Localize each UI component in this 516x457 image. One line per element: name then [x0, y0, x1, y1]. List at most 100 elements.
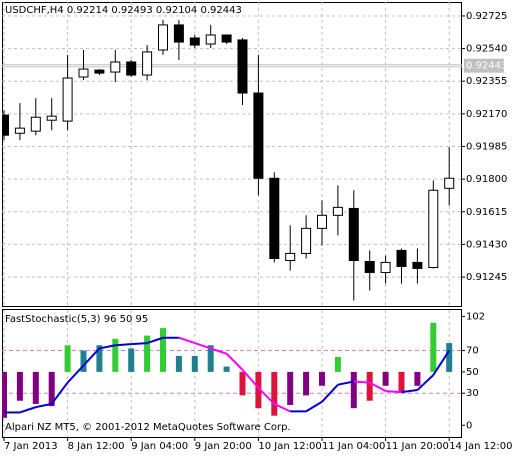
signal-segment [401, 389, 418, 394]
candle-body [94, 69, 105, 74]
x-tick-label: 11 Jan 20:00 [386, 441, 449, 452]
histogram-bar [446, 343, 453, 372]
main-panel [2, 2, 462, 307]
candle-body [142, 51, 153, 76]
y-tick-label: 0.91430 [466, 239, 507, 250]
histogram-bar [255, 371, 262, 409]
histogram-bar [144, 335, 151, 372]
candle-body [428, 189, 439, 269]
histogram-bar [414, 371, 421, 386]
signal-segment [273, 403, 291, 413]
y-tick-label: 50 [466, 367, 479, 378]
histogram-bar [223, 366, 230, 372]
y-tick-label: 0 [466, 420, 472, 431]
histogram-bar [160, 328, 166, 372]
candle-body [205, 34, 216, 45]
candle-body [317, 214, 327, 229]
x-tick-label: 9 Jan 04:00 [131, 441, 188, 452]
signal-segment [131, 342, 148, 346]
candle-body [269, 177, 280, 260]
histogram-bar [64, 345, 71, 372]
candle-body [46, 115, 57, 121]
y-tick-label: 0.91800 [466, 174, 507, 185]
histogram-bar [334, 356, 341, 372]
histogram-bar [80, 350, 87, 372]
y-tick-label: 0.92170 [466, 109, 507, 120]
signal-segment [146, 336, 164, 345]
histogram-bar [191, 355, 198, 372]
signal-segment [321, 384, 339, 403]
histogram-bar [239, 371, 246, 396]
signal-segment [241, 369, 260, 389]
signal-segment [66, 364, 85, 384]
signal-segment [369, 381, 387, 392]
y-tick-label: 0.91245 [466, 272, 507, 283]
signal-segment [115, 343, 132, 347]
candle-body [30, 116, 41, 132]
histogram-bar [128, 348, 135, 372]
signal-segment [432, 350, 451, 376]
x-tick-label: 10 Jan 12:00 [258, 441, 321, 452]
histogram-bar [112, 338, 119, 372]
candle-body [332, 206, 343, 216]
candle-body [348, 207, 359, 261]
signal-segment [178, 336, 196, 345]
histogram-bar [430, 322, 437, 372]
main-plot [2, 2, 462, 306]
candle-body [14, 127, 25, 134]
histogram-bar [207, 345, 214, 372]
histogram-bar [303, 371, 310, 396]
histogram-bar [398, 371, 405, 393]
candle-body [2, 114, 9, 136]
histogram-bar [175, 355, 182, 372]
y-tick-label: 0.92540 [466, 44, 507, 55]
signal-segment [353, 380, 370, 384]
signal-segment [99, 344, 116, 350]
signal-segment [50, 381, 69, 405]
candle-body [253, 92, 264, 179]
candle-body [301, 227, 312, 254]
y-tick-label: 0.92355 [466, 76, 507, 87]
signal-segment [210, 347, 227, 355]
y-tick-label: 0.91615 [466, 207, 507, 218]
signal-segment [305, 400, 323, 413]
current-price-box [464, 58, 504, 73]
signal-segment [82, 347, 101, 367]
candle-body [126, 61, 137, 76]
histogram-bar [48, 371, 55, 407]
x-tick-label: 11 Jan 04:00 [322, 441, 385, 452]
y-tick-label: 0.92725 [466, 11, 507, 22]
candle-body [221, 34, 232, 43]
x-tick-label: 7 Jan 2013 [4, 441, 58, 452]
chart-title: USDCHF,H4 0.92214 0.92493 0.92104 0.9244… [5, 5, 242, 16]
candle-body [173, 24, 184, 43]
current-price-label: 0.92443 [466, 61, 507, 72]
histogram-bar [287, 371, 294, 405]
signal-segment [35, 402, 52, 409]
candle-body [189, 37, 200, 46]
x-tick-label: 14 Jan 12:00 [449, 441, 512, 452]
x-tick-label: 8 Jan 12:00 [68, 441, 125, 452]
signal-segment [194, 342, 212, 350]
signal-segment [225, 353, 244, 371]
candle-body [237, 39, 248, 94]
x-tick-label: 9 Jan 20:00 [195, 441, 252, 452]
histogram-bar [319, 371, 325, 386]
candle-body [158, 24, 168, 51]
candle-body [412, 261, 423, 269]
signal-segment [19, 406, 37, 414]
histogram-bar [382, 371, 389, 386]
y-tick-label: 30 [466, 388, 479, 399]
signal-segment [385, 390, 402, 394]
histogram-bar [32, 371, 39, 404]
y-tick-label: 102 [466, 311, 485, 322]
candle-body [444, 177, 455, 189]
candle-body [78, 68, 89, 78]
indicator-title: FastStochastic(5,3) 96 50 95 [5, 314, 148, 325]
copyright-annotation: Alpari NZ MT5, © 2001-2012 MetaQuotes So… [5, 422, 291, 433]
candle-body [285, 252, 296, 261]
candle-body [380, 261, 391, 273]
y-tick-label: 70 [466, 346, 479, 357]
signal-segment [337, 380, 354, 386]
